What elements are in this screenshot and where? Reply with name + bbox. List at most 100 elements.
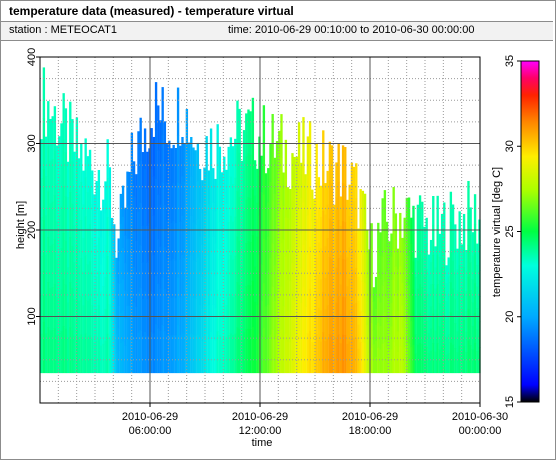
heatmap-cell — [289, 189, 292, 221]
heatmap-cell — [372, 358, 376, 374]
heatmap-cell — [462, 266, 466, 294]
heatmap-cell — [113, 273, 116, 299]
heatmap-cell — [407, 226, 411, 257]
heatmap-cell — [352, 304, 356, 339]
heatmap-cell — [421, 287, 424, 317]
heatmap-cell — [102, 257, 105, 287]
heatmap-cell — [242, 251, 246, 293]
heatmap-cell — [42, 67, 46, 119]
heatmap-cell — [418, 313, 422, 344]
heatmap-cell — [302, 287, 305, 331]
heatmap-cell — [55, 221, 59, 260]
heatmap-cell — [385, 246, 389, 273]
heatmap-cell — [421, 315, 424, 345]
heatmap-cell — [238, 152, 241, 198]
heatmap-cell — [82, 204, 85, 239]
heatmap-cell — [135, 273, 138, 307]
heatmap-cell — [209, 250, 213, 292]
heatmap-cell — [330, 183, 334, 222]
heatmap-cell — [339, 313, 343, 344]
heatmap-cell — [425, 346, 428, 374]
heatmap-cell — [139, 245, 142, 289]
heatmap-cell — [456, 310, 459, 332]
heatmap-cell — [344, 335, 347, 374]
heatmap-cell — [126, 205, 129, 240]
heatmap-cell — [69, 282, 72, 328]
heatmap-cell — [478, 219, 481, 246]
heatmap-cell — [137, 292, 140, 333]
heatmap-cell — [124, 290, 127, 319]
heatmap-cell — [245, 113, 248, 158]
heatmap-cell — [253, 337, 257, 374]
heatmap-cell — [172, 296, 175, 336]
heatmap-cell — [157, 194, 160, 240]
heatmap-cell — [236, 145, 239, 192]
heatmap-cell — [359, 219, 362, 251]
heatmap-cell — [253, 266, 257, 303]
heatmap-cell — [302, 117, 305, 161]
heatmap-cell — [271, 329, 274, 374]
heatmap-cell — [212, 338, 215, 374]
heatmap-cell — [326, 305, 329, 340]
heatmap-cell — [157, 105, 160, 151]
heatmap-cell — [319, 310, 323, 342]
heatmap-cell — [447, 334, 450, 354]
heatmap-cell — [137, 131, 140, 172]
heatmap-cell — [392, 310, 395, 343]
heatmap-cell — [97, 271, 101, 306]
heatmap-cell — [368, 269, 371, 291]
heatmap-cell — [379, 325, 382, 350]
heatmap-cell — [427, 293, 431, 315]
heatmap-cell — [143, 250, 147, 292]
heatmap-cell — [282, 339, 285, 374]
heatmap-cell — [172, 182, 175, 222]
heatmap-cell — [333, 316, 336, 346]
heatmap-cell — [370, 297, 373, 324]
heatmap-cell — [421, 344, 424, 374]
heatmap-cell — [449, 221, 453, 253]
heatmap-cell — [194, 150, 197, 188]
heatmap-cell — [152, 254, 156, 295]
heatmap-cell — [60, 331, 63, 374]
heatmap-cell — [141, 188, 145, 226]
heatmap-cell — [132, 302, 136, 338]
heatmap-cell — [253, 301, 257, 338]
heatmap-cell — [53, 106, 57, 152]
heatmap-cell — [80, 334, 83, 374]
heatmap-cell — [421, 258, 424, 288]
heatmap-cell — [141, 299, 145, 337]
x-tick-label: 2010-06-29 — [342, 411, 398, 423]
heatmap-cell — [432, 196, 435, 226]
heatmap-cell — [170, 260, 173, 299]
heatmap-cell — [308, 246, 312, 290]
heatmap-cell — [262, 149, 266, 195]
heatmap-cell — [335, 162, 338, 198]
heatmap-cell — [315, 143, 318, 182]
heatmap-cell — [231, 146, 235, 185]
heatmap-cell — [192, 260, 195, 299]
heatmap-cell — [447, 353, 450, 374]
heatmap-cell — [150, 128, 153, 170]
heatmap-cell — [102, 315, 105, 345]
heatmap-cell — [185, 109, 189, 154]
heatmap-cell — [49, 330, 52, 374]
heatmap-cell — [139, 160, 142, 204]
heatmap-cell — [471, 232, 475, 257]
heatmap-cell — [333, 232, 336, 262]
heatmap-cell — [273, 193, 277, 230]
heatmap-cell — [260, 336, 263, 374]
heatmap-cell — [95, 308, 98, 342]
heatmap-cell — [102, 228, 105, 258]
heatmap-cell — [357, 252, 360, 277]
heatmap-cell — [374, 276, 378, 294]
heatmap-cell — [278, 171, 281, 212]
heatmap-cell — [93, 194, 96, 225]
heatmap-cell — [168, 179, 171, 219]
heatmap-cell — [99, 264, 103, 292]
heatmap-cell — [425, 243, 428, 270]
heatmap-cell — [115, 276, 118, 297]
heatmap-cell — [284, 139, 288, 180]
heatmap-cell — [291, 299, 294, 337]
heatmap-cell — [297, 289, 301, 332]
heatmap-cell — [216, 124, 219, 167]
